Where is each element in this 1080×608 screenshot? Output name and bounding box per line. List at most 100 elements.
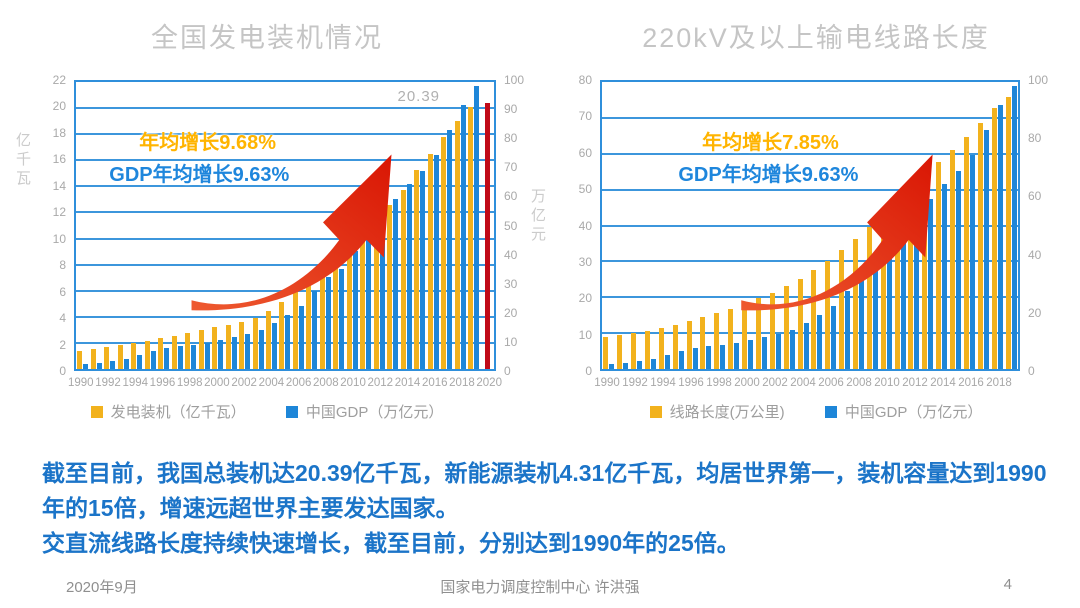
bar-group-2012 <box>907 82 921 369</box>
plot-area: 年均增长7.85% GDP年均增长9.63% 0 10 20 30 40 50 60 70 80… <box>579 73 1048 389</box>
bar <box>880 214 886 369</box>
bar <box>312 291 318 369</box>
bar-group-2000 <box>741 82 755 369</box>
bar <box>474 85 480 369</box>
left-tick-label: 18 <box>52 125 66 140</box>
bar-group-2020 <box>481 82 494 369</box>
bar-group-1991 <box>616 82 630 369</box>
x-axis-label: 2016 <box>958 377 984 389</box>
bar <box>886 250 892 369</box>
bar <box>379 214 385 369</box>
bar-group-2008 <box>852 82 866 369</box>
right-tick-label: 30 <box>504 276 518 291</box>
x-axis-label: 2010 <box>874 377 900 389</box>
bar-group-2009 <box>332 82 345 369</box>
bar-group-2019 <box>467 82 480 369</box>
bar <box>298 306 304 369</box>
bar <box>131 342 137 369</box>
x-axis-label: 2008 <box>313 377 339 389</box>
chart-title: 220kV及以上输电线路长度 <box>642 23 990 53</box>
bar <box>191 344 197 369</box>
left-tick-label: 22 <box>52 73 66 87</box>
x-axis-label: 1994 <box>122 377 149 389</box>
bar <box>171 335 177 369</box>
x-axis-label: 1996 <box>149 377 176 389</box>
right-tick-label: 0 <box>1028 364 1035 378</box>
bar-group-1998 <box>184 82 197 369</box>
gridline <box>76 107 494 110</box>
left-tick-label: 0 <box>59 364 66 378</box>
bar <box>468 106 474 369</box>
right-tick-label: 0 <box>504 364 511 378</box>
bar <box>914 214 920 369</box>
bar-group-2004 <box>796 82 810 369</box>
bar-group-1994 <box>657 82 671 369</box>
bar <box>866 226 872 369</box>
bar <box>872 268 878 369</box>
left-tick-label: 4 <box>59 311 66 326</box>
footer-date: 2020年9月 <box>66 579 138 596</box>
bar <box>225 324 231 369</box>
bar <box>373 219 379 369</box>
bar <box>319 265 325 369</box>
legend-item-capacity: 发电装机（亿千瓦） <box>90 401 246 422</box>
growth-arrow-icon <box>191 154 392 311</box>
bar <box>427 153 433 369</box>
plot-area: 年均增长9.68% GDP年均增长9.63% 20.39 0 2 4 6 8 10 12 14… <box>14 73 546 389</box>
x-axis-label: 1990 <box>594 377 620 389</box>
bar <box>104 347 110 369</box>
left-tick-label: 6 <box>59 284 66 299</box>
gridline <box>602 332 1018 335</box>
bar-group-1999 <box>727 82 741 369</box>
gridline <box>602 296 1018 299</box>
bar <box>212 327 218 369</box>
bar <box>433 154 439 369</box>
gridline <box>76 185 494 188</box>
right-tick-label: 60 <box>504 189 518 204</box>
bar-group-1998 <box>713 82 727 369</box>
bar-group-1997 <box>699 82 713 369</box>
summary-paragraph-capacity: 截至目前，我国总装机达20.39亿千瓦，新能源装机4.31亿千瓦，均居世界第一，… <box>42 460 1047 521</box>
bar <box>414 170 420 369</box>
bar <box>204 343 210 369</box>
bar <box>454 121 460 369</box>
x-axis-label: 2006 <box>285 377 312 389</box>
series-growth-annotation: 年均增长7.85% <box>702 132 839 155</box>
series-growth-annotation: 年均增长9.68% <box>139 132 277 155</box>
gridline <box>602 224 1018 227</box>
bar-group-1997 <box>170 82 183 369</box>
left-tick-label: 8 <box>59 258 66 273</box>
bar-group-1993 <box>116 82 129 369</box>
bar <box>672 324 678 369</box>
gridline <box>76 341 494 344</box>
bar <box>977 122 983 369</box>
x-axis-label: 1998 <box>176 377 203 389</box>
bar-group-2017 <box>976 82 990 369</box>
footer-author: 国家电力调度控制中心 许洪强 <box>440 579 640 596</box>
bar <box>894 201 900 369</box>
bar <box>617 335 623 369</box>
bar <box>859 277 865 369</box>
right-tick-label: 60 <box>1028 189 1042 204</box>
gridline <box>76 211 494 214</box>
x-axis-label: 2010 <box>340 377 366 389</box>
bar-group-2007 <box>305 82 318 369</box>
bar-group-2012 <box>373 82 386 369</box>
bar <box>339 268 345 369</box>
right-tick-label: 40 <box>1028 247 1042 262</box>
x-axis-label: 1992 <box>622 377 648 389</box>
bar-group-2001 <box>755 82 769 369</box>
left-tick-label: 16 <box>52 152 66 167</box>
bar <box>769 292 775 369</box>
gridline <box>602 260 1018 263</box>
gridline <box>76 237 494 240</box>
bar-group-2002 <box>238 82 251 369</box>
bar-group-2017 <box>440 82 453 369</box>
bar <box>853 239 859 369</box>
bar <box>164 348 170 369</box>
line-length-swatch-icon <box>649 405 662 418</box>
bar <box>714 313 720 369</box>
gdp-swatch-icon <box>824 405 837 418</box>
